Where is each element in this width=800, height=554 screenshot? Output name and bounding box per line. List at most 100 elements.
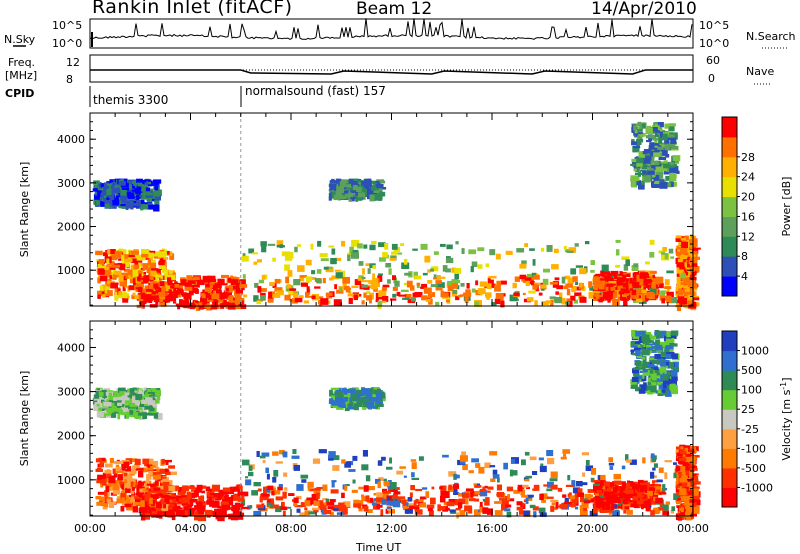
echo-cell xyxy=(154,392,159,396)
echo-cell xyxy=(213,492,221,498)
echo-cell xyxy=(155,300,159,305)
echo-cell xyxy=(272,257,276,262)
echo-cell xyxy=(209,493,217,496)
echo-cell xyxy=(381,493,389,501)
echo-cell xyxy=(288,289,294,295)
echo-cell xyxy=(373,189,380,193)
echo-cell xyxy=(435,287,443,291)
echo-cell xyxy=(478,466,485,474)
echo-cell xyxy=(649,252,655,258)
echo-cell xyxy=(452,279,461,284)
echo-cell xyxy=(425,299,431,302)
echo-cell xyxy=(276,245,285,248)
echo-cell xyxy=(139,410,147,414)
echo-cell xyxy=(382,296,389,302)
echo-cell xyxy=(533,511,537,518)
echo-cell xyxy=(658,507,664,511)
echo-cell xyxy=(248,248,255,254)
echo-cell xyxy=(143,187,151,192)
echo-cell xyxy=(484,462,491,469)
echo-cell xyxy=(540,463,544,467)
echo-cell xyxy=(299,512,306,517)
echo-cell xyxy=(484,485,488,489)
echo-cell xyxy=(303,300,309,304)
echo-cell xyxy=(542,278,549,286)
echo-cell xyxy=(392,286,398,291)
echo-cell xyxy=(406,280,413,288)
echo-cell xyxy=(392,488,398,492)
echo-cell xyxy=(487,486,494,490)
echo-cell xyxy=(118,248,124,253)
echo-cell xyxy=(556,285,564,290)
echo-cell xyxy=(98,457,106,462)
echo-cell xyxy=(328,195,332,201)
echo-cell xyxy=(621,494,628,499)
echo-cell xyxy=(163,273,170,280)
echo-cell xyxy=(127,481,131,489)
echo-cell xyxy=(220,296,225,300)
echo-cell xyxy=(109,458,114,464)
echo-cell xyxy=(474,509,481,516)
echo-cell xyxy=(326,266,333,269)
echo-cell xyxy=(602,278,609,282)
echo-cell xyxy=(575,481,583,487)
echo-cell xyxy=(664,279,670,286)
echo-cell xyxy=(373,493,377,496)
echo-cell xyxy=(101,204,107,207)
echo-cell xyxy=(134,458,141,465)
echo-cell xyxy=(654,369,661,376)
echo-cell xyxy=(389,457,392,464)
echo-cell xyxy=(612,298,620,306)
echo-cell xyxy=(204,509,213,517)
echo-cell xyxy=(672,155,681,162)
echo-cell xyxy=(440,495,446,503)
echo-cell xyxy=(676,500,682,505)
echo-cell xyxy=(489,283,496,288)
echo-cell xyxy=(632,331,636,337)
echo-cell xyxy=(638,182,645,190)
echo-cell xyxy=(183,292,192,300)
echo-cell xyxy=(598,283,605,290)
echo-cell xyxy=(135,189,141,195)
echo-cell xyxy=(399,466,406,469)
echo-cell xyxy=(132,270,138,277)
echo-cell xyxy=(165,285,174,292)
echo-cell xyxy=(545,300,552,304)
echo-cell xyxy=(337,398,346,405)
echo-cell xyxy=(98,391,104,397)
echo-cell xyxy=(237,489,243,497)
echo-cell xyxy=(564,498,569,504)
echo-cell xyxy=(158,475,162,480)
echo-cell xyxy=(681,241,688,248)
echo-cell xyxy=(96,501,105,506)
echo-cell xyxy=(541,493,548,498)
echo-cell xyxy=(377,183,382,189)
echo-cell xyxy=(278,484,283,488)
echo-cell xyxy=(345,389,353,397)
echo-cell xyxy=(153,204,160,212)
echo-cell xyxy=(157,485,164,490)
echo-cell xyxy=(141,248,150,255)
echo-cell xyxy=(176,293,181,298)
echo-cell xyxy=(161,286,166,293)
echo-cell xyxy=(473,483,477,486)
echo-cell xyxy=(103,186,108,194)
echo-cell xyxy=(677,486,685,490)
echo-cell xyxy=(189,493,194,496)
echo-cell xyxy=(681,506,684,513)
echo-cell xyxy=(466,283,470,289)
echo-cell xyxy=(106,487,114,491)
echo-cell xyxy=(371,186,377,191)
echo-cell xyxy=(632,145,641,149)
echo-cell xyxy=(95,468,103,472)
echo-cell xyxy=(177,492,186,495)
echo-cell xyxy=(273,470,279,477)
echo-cell xyxy=(101,291,105,295)
echo-cell xyxy=(450,283,458,289)
echo-cell xyxy=(666,338,675,343)
echo-cell xyxy=(151,508,158,515)
echo-cell xyxy=(655,134,659,138)
echo-cell xyxy=(138,273,142,277)
echo-cell xyxy=(139,279,143,283)
echo-cell xyxy=(168,471,177,476)
